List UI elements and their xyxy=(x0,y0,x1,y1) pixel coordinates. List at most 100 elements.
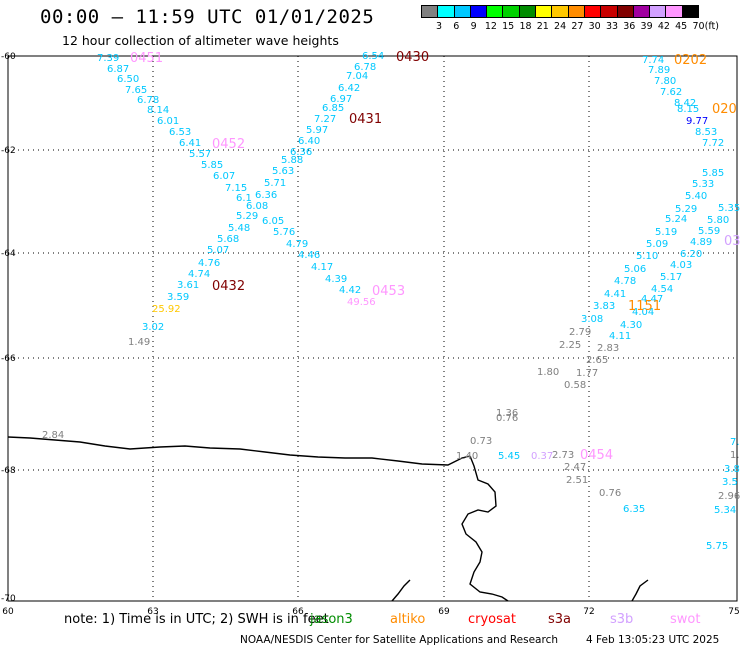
y-axis-label: -60 xyxy=(1,52,16,62)
x-axis-labels: 60 63 66 69 72 75 xyxy=(2,607,739,617)
wave-height-value: 1.49 xyxy=(128,337,150,348)
legend-label: (ft) xyxy=(704,21,719,32)
wave-height-value: 6.40 xyxy=(298,136,320,147)
wave-height-value: 4.76 xyxy=(198,258,220,269)
wave-height-value: 1. xyxy=(730,450,740,461)
wave-height-value: 5.88 xyxy=(281,155,303,166)
wave-height-value: 4.47 xyxy=(641,294,663,305)
footer-note: note: 1) Time is in UTC; 2) SWH is in fe… xyxy=(64,612,329,627)
x-axis-label: 60 xyxy=(2,607,14,617)
map-frame xyxy=(7,55,738,602)
y-axis-label: -62 xyxy=(1,146,16,156)
wave-height-value: 2.73 xyxy=(552,450,574,461)
wave-height-value: 7.27 xyxy=(314,114,336,125)
wave-height-value: 1.36 xyxy=(496,408,518,419)
wave-height-value: 8.14 xyxy=(147,105,169,116)
wave-height-value: 5.71 xyxy=(264,178,286,189)
wave-height-value: 7.15 xyxy=(225,183,247,194)
y-axis-label: -64 xyxy=(1,249,16,259)
wave-height-value: 5.34 xyxy=(714,505,736,516)
wave-height-value: 1.77 xyxy=(576,368,598,379)
wave-height-value: 4.03 xyxy=(670,260,692,271)
coastline-segment xyxy=(461,455,509,602)
wave-height-value: 7.62 xyxy=(660,87,682,98)
wave-height-value: 7. xyxy=(730,437,740,448)
legend-label: 39 xyxy=(640,21,653,32)
coastline xyxy=(7,436,649,602)
wave-height-value: 2.47 xyxy=(564,462,586,473)
legend-label: 15 xyxy=(502,21,515,32)
wave-height-value: 4.39 xyxy=(325,274,347,285)
wave-height-value: 6.97 xyxy=(330,94,352,105)
footer-timestamp: 4 Feb 13:05:23 UTC 2025 xyxy=(586,634,720,646)
y-axis-labels: -60 -62 -64 -66 -68 -70 xyxy=(1,52,16,604)
wave-height-value: 6.35 xyxy=(623,504,645,515)
legend-label: 45 xyxy=(675,21,688,32)
pass-id-label: 0431 xyxy=(349,112,382,127)
wave-height-value: 7.39 xyxy=(97,53,119,64)
x-axis-label: 75 xyxy=(728,607,739,617)
wave-height-value: 7.04 xyxy=(346,71,368,82)
satellite-legend-item: s3a xyxy=(548,612,572,627)
wave-height-value: 3.61 xyxy=(177,280,199,291)
x-axis-label: 63 xyxy=(147,607,158,617)
wave-height-value: 5.45 xyxy=(498,451,520,462)
y-axis-label: -68 xyxy=(1,466,16,476)
wave-height-value: 6.36 xyxy=(255,190,277,201)
wave-height-value: 4.42 xyxy=(339,285,361,296)
wave-height-value: 5.48 xyxy=(228,223,250,234)
satellite-legend-item: altiko xyxy=(390,612,426,627)
wave-height-value: 3.8 xyxy=(724,464,740,475)
wave-height-value: 4.74 xyxy=(188,269,210,280)
pass-id-label: 0202 xyxy=(674,53,707,68)
coastline-segment xyxy=(7,436,471,466)
wave-height-value: 4.11 xyxy=(609,331,631,342)
wave-height-value: 25.92 xyxy=(152,304,181,315)
wave-height-value: 3.5 xyxy=(722,477,738,488)
wave-height-value: 4.17 xyxy=(311,262,333,273)
y-axis-label: -70 xyxy=(1,594,16,604)
satellite-legend-item: cryosat xyxy=(468,612,516,627)
wave-height-readings: 7.396.876.507.656.788.146.016.536.415.57… xyxy=(42,51,740,552)
wave-height-value: 6.05 xyxy=(262,216,284,227)
pass-id-label: 020 xyxy=(712,102,737,117)
wave-height-value: 6.85 xyxy=(322,103,344,114)
map-title: 00:00 – 11:59 UTC 01/01/2025 xyxy=(40,6,375,28)
wave-height-value: 49.56 xyxy=(347,297,376,308)
wave-height-value: 4.30 xyxy=(620,320,642,331)
wave-height-value: 5.40 xyxy=(685,191,707,202)
wave-height-value: 6.78 xyxy=(137,95,159,106)
coastline-segment xyxy=(631,579,649,602)
pass-id-label: 0452 xyxy=(212,137,245,152)
wave-height-value: 6.20 xyxy=(680,249,702,260)
legend-label: 27 xyxy=(571,21,584,32)
coastline-segment xyxy=(391,579,411,602)
pass-id-label: 0454 xyxy=(580,448,613,463)
wave-height-value: 4.46 xyxy=(298,250,320,261)
legend-label: 21 xyxy=(536,21,549,32)
wave-height-value: 7.65 xyxy=(125,85,147,96)
wave-height-value: 2.96 xyxy=(718,491,740,502)
pass-id-label: 03 xyxy=(724,234,740,249)
legend-label: 30 xyxy=(588,21,601,32)
wave-height-value: 2.51 xyxy=(566,475,588,486)
wave-height-value: 6.1 xyxy=(236,193,252,204)
wave-height-value: 6.50 xyxy=(117,74,139,85)
wave-height-value: 6.78 xyxy=(354,62,376,73)
pass-id-label: 0430 xyxy=(396,50,429,65)
legend-label: 33 xyxy=(605,21,619,32)
legend-label: 18 xyxy=(519,21,532,32)
wave-height-value: 6.53 xyxy=(169,127,191,138)
grid-lines xyxy=(8,56,737,601)
wave-height-value: 6.87 xyxy=(107,64,129,75)
wave-height-value: 0.58 xyxy=(564,380,586,391)
wave-height-value: 9.77 xyxy=(686,116,708,127)
wave-height-value: 2.83 xyxy=(597,343,619,354)
pass-id-label: 1151 xyxy=(628,299,661,314)
footer-credit: NOAA/NESDIS Center for Satellite Applica… xyxy=(240,634,558,646)
wave-height-value: 0.76 xyxy=(496,413,518,424)
wave-height-value: 6.07 xyxy=(213,171,235,182)
wave-height-value: 4.04 xyxy=(632,307,654,318)
legend-label: 3 xyxy=(435,21,443,32)
